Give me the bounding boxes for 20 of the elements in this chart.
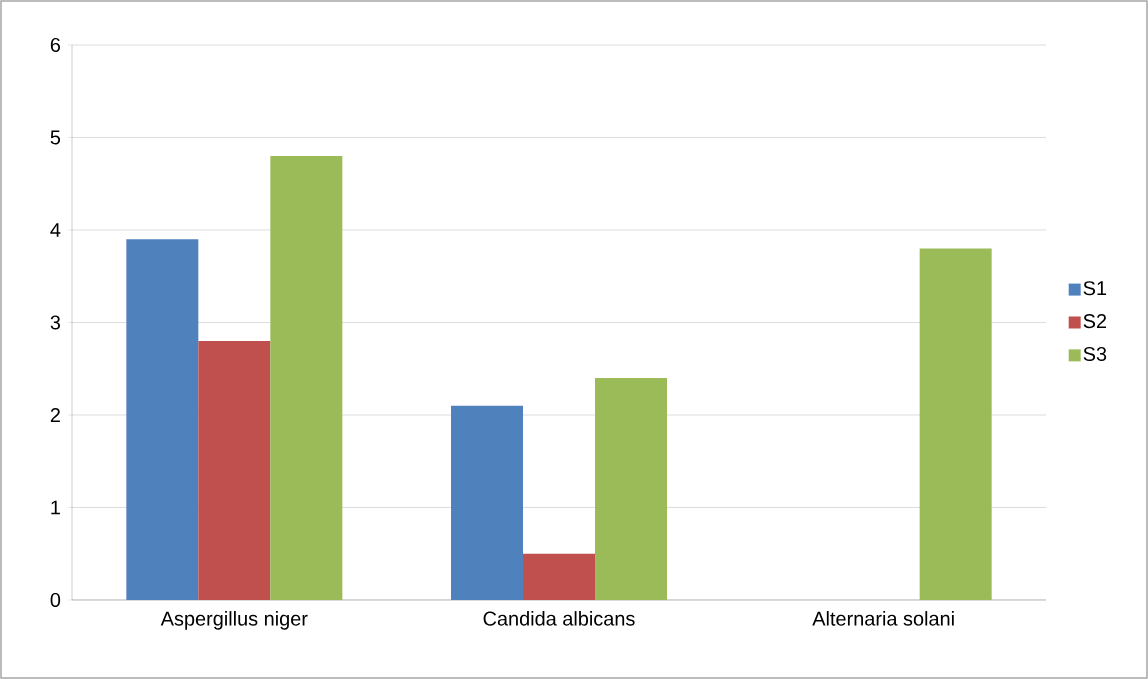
bar [523,553,596,600]
y-tick-label: 2 [50,408,60,422]
bar [198,340,271,600]
legend-label: S3 [1083,346,1107,362]
x-tick-label: Aspergillus niger [160,611,308,630]
y-tick-label: 0 [50,592,61,608]
y-tick-label: 4 [50,223,61,237]
x-tick-label: Alternaria solani [812,611,954,626]
bar [126,239,199,600]
legend-label: S1 [1083,281,1107,296]
x-tick-label: Candida albicans [483,611,635,626]
bar [270,155,343,600]
y-tick-label: 6 [50,37,61,53]
legend-label: S2 [1083,314,1107,329]
bar [919,248,992,600]
y-tick-label: 3 [50,315,61,330]
y-tick-label: 5 [50,130,61,145]
y-tick-label: 1 [51,500,60,515]
bar [451,405,524,600]
bar [595,377,668,600]
